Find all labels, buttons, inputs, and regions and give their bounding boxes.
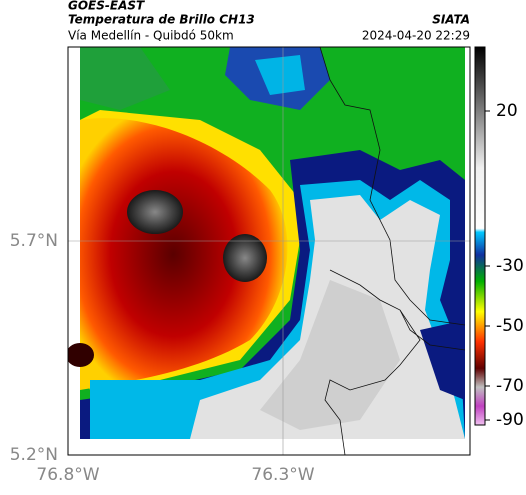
borders	[319, 47, 466, 455]
colorbar-tick-label: -30	[496, 256, 524, 276]
title: Temperatura de Brillo CH13	[68, 13, 255, 27]
lat-label: 5.7°N	[10, 231, 58, 251]
source: SIATA	[432, 13, 470, 27]
satellite-image	[68, 47, 470, 455]
colorbar-tick-label: -90	[496, 410, 524, 430]
colorbar-tick-label: 20	[496, 101, 518, 121]
colorbar-tick-label: -50	[496, 316, 524, 336]
colorbar	[474, 46, 486, 426]
colorbar-ticks: 20 -30 -50 -70 -90	[485, 101, 524, 430]
datetime: 2024-04-20 22:29	[362, 29, 470, 43]
colorbar-tick-label: -70	[496, 376, 524, 396]
top-title: GOES-EAST	[68, 0, 145, 13]
lon-label: 76.3°W	[251, 465, 314, 485]
lon-label: 76.8°W	[36, 465, 99, 485]
map-frame	[67, 46, 471, 456]
lat-label: 5.2°N	[10, 445, 58, 465]
subtitle: Vía Medellín - Quibdó 50km	[68, 29, 234, 43]
graticule	[68, 47, 470, 455]
